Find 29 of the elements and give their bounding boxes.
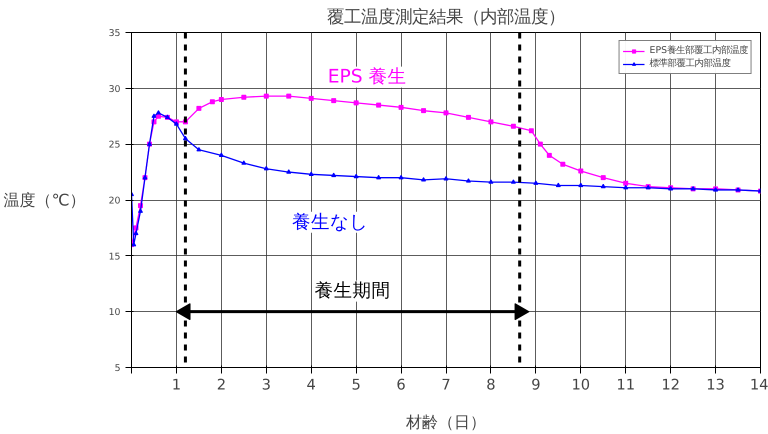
x-tick-label: 6: [396, 376, 406, 394]
y-tick-label: 30: [108, 84, 121, 95]
x-tick-label: 2: [216, 376, 226, 394]
y-axis-title: 温度（℃）: [4, 190, 86, 210]
chart-title: 覆工温度測定結果（内部温度）: [327, 8, 565, 28]
x-tick-label: 14: [750, 376, 768, 394]
legend-label: 標準部覆工内部温度: [650, 57, 731, 70]
annotation: 養生なし: [292, 212, 368, 233]
x-axis-title: 材齢（日）: [405, 412, 486, 432]
x-tick-label: 12: [661, 376, 680, 394]
x-tick-label: 3: [262, 376, 271, 394]
y-tick-label: 20: [108, 196, 121, 206]
y-tick-label: 35: [108, 28, 121, 39]
x-tick-label: 13: [706, 376, 725, 394]
x-tick-label: 5: [351, 376, 361, 394]
y-tick-label: 5: [114, 363, 121, 374]
y-tick-label: 15: [108, 251, 121, 262]
y-tick-label: 10: [108, 307, 121, 318]
legend-label: EPS養生部覆工内部温度: [650, 44, 748, 57]
x-tick-label: 4: [306, 376, 316, 394]
x-tick-label: 11: [616, 376, 636, 394]
x-tick-label: 9: [531, 376, 541, 394]
y-tick-label: 25: [108, 140, 121, 151]
annotation: EPS 養生: [328, 66, 407, 88]
x-tick-label: 1: [172, 376, 182, 394]
x-tick-label: 8: [486, 376, 496, 394]
x-tick-label: 7: [441, 376, 451, 394]
series-label: 養生期間: [314, 280, 391, 302]
x-tick-label: 10: [571, 376, 590, 394]
